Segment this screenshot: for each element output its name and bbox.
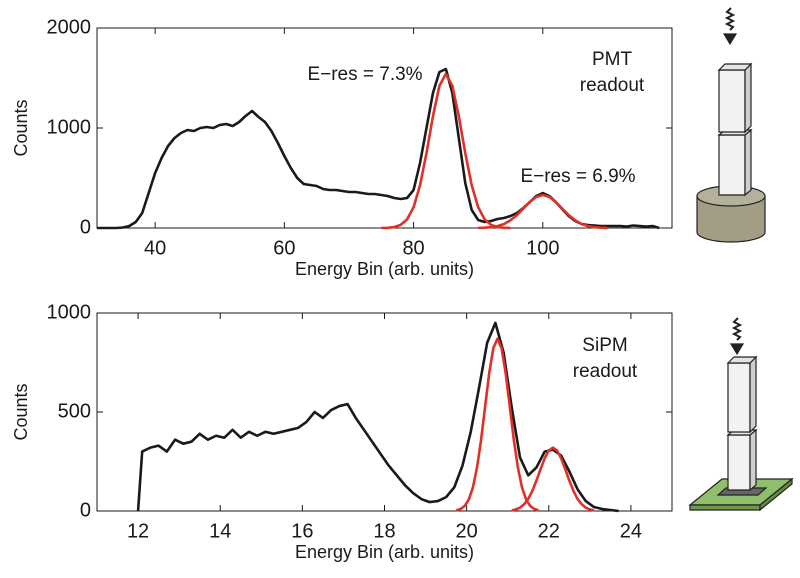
y-tick-label: 1000 [47, 116, 92, 138]
y-tick-label: 500 [58, 400, 91, 422]
x-tick-label: 20 [456, 520, 478, 542]
x-tick-label: 24 [620, 520, 642, 542]
x-axis-label: Energy Bin (arb. units) [295, 542, 474, 562]
x-tick-label: 12 [127, 520, 149, 542]
detector-label: PMT [592, 49, 633, 70]
x-tick-label: 14 [209, 520, 231, 542]
y-tick-label: 1000 [47, 301, 92, 323]
x-tick-label: 22 [538, 520, 560, 542]
x-tick-label: 60 [273, 237, 295, 259]
data-line [136, 321, 619, 513]
pmt-illustration [696, 7, 766, 243]
y-axis-label: Counts [11, 383, 31, 440]
data-line [97, 67, 660, 230]
data-line [478, 193, 608, 230]
data-line [455, 337, 539, 512]
x-tick-label: 16 [291, 520, 313, 542]
y-tick-label: 2000 [47, 16, 92, 38]
y-axis-label: Counts [11, 99, 31, 156]
x-tick-label: 18 [373, 520, 395, 542]
annotation: E−res = 7.3% [307, 64, 422, 85]
y-tick-label: 0 [80, 499, 91, 521]
y-tick-label: 0 [80, 216, 91, 238]
data-line [381, 72, 511, 230]
annotation: E−res = 6.9% [520, 166, 635, 187]
x-axis-label: Energy Bin (arb. units) [295, 259, 474, 279]
detector-label: SiPM [582, 335, 627, 356]
x-tick-label: 40 [144, 237, 166, 259]
x-tick-label: 100 [526, 237, 559, 259]
detector-label: readout [580, 75, 645, 96]
detector-label: readout [573, 361, 638, 382]
sipm-illustration [688, 317, 794, 512]
plot-frame [96, 27, 673, 229]
x-tick-label: 80 [402, 237, 424, 259]
data-line [511, 446, 595, 512]
